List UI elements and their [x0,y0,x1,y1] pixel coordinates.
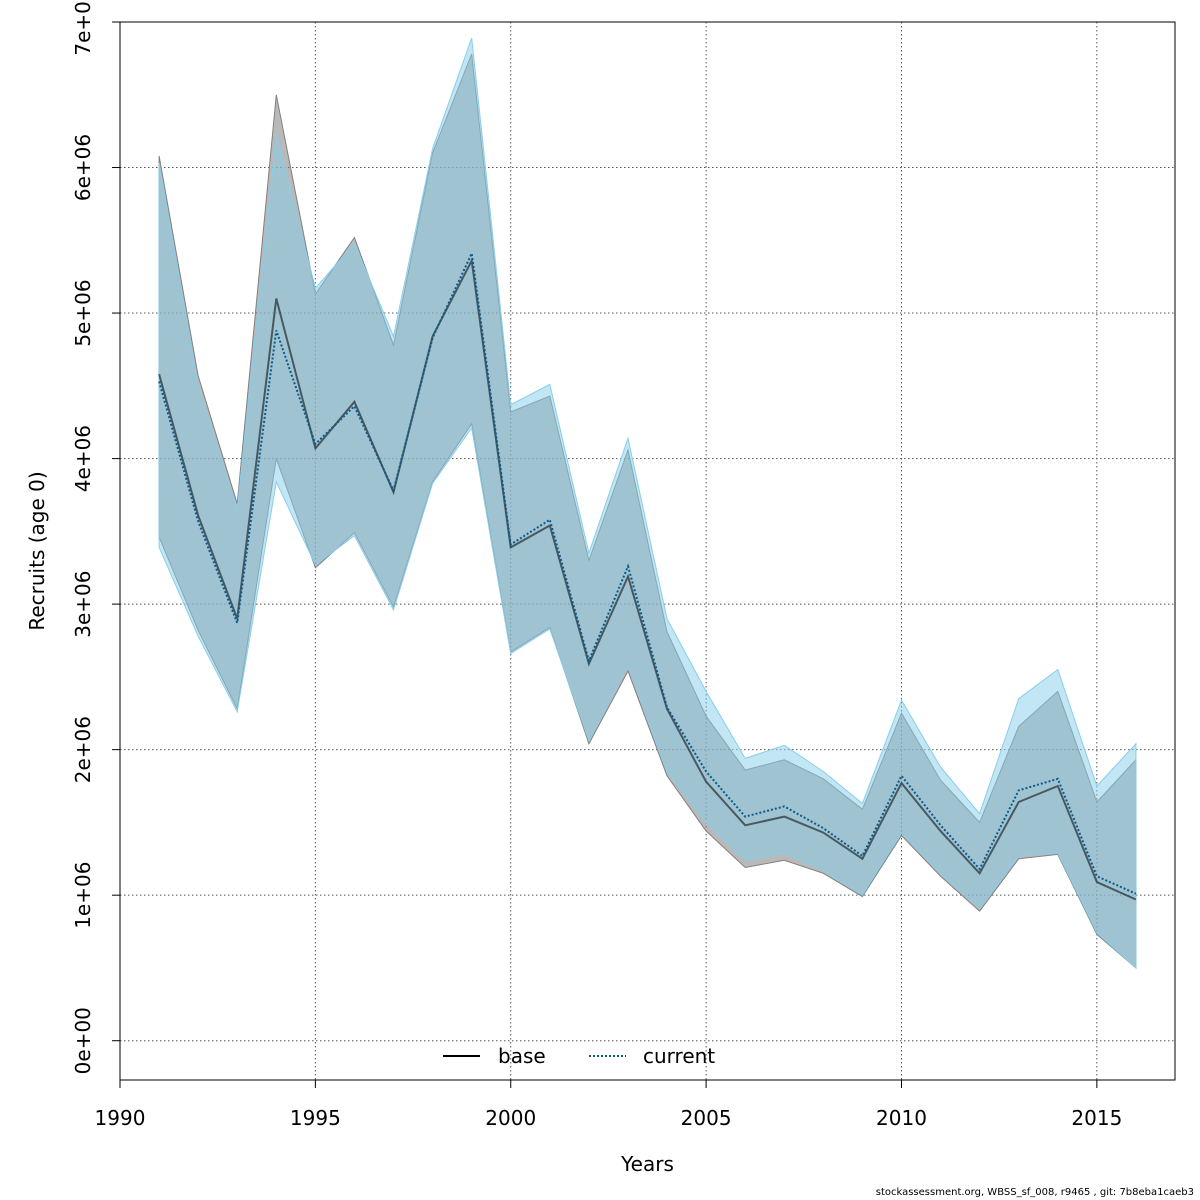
x-tick-label: 2000 [485,1106,536,1130]
footer-caption: stockassessment.org, WBSS_sf_008, r9465 … [875,1187,1194,1198]
x-tick-label: 1990 [95,1106,146,1130]
line-base [158,257,1137,901]
series-lines [158,249,1137,901]
x-axis-title: Years [620,1152,674,1176]
y-tick-label: 4e+06 [71,425,95,492]
confidence-bands [158,37,1137,970]
x-tick-label: 2010 [876,1106,927,1130]
y-tick-label: 7e+06 [71,0,95,56]
y-tick-label: 2e+06 [71,716,95,783]
x-tick-label: 2015 [1071,1106,1122,1130]
legend-label-base: base [498,1044,546,1068]
y-tick-label: 3e+06 [71,570,95,637]
y-tick-label: 1e+06 [71,862,95,929]
y-tick-label: 6e+06 [71,134,95,201]
x-tick-label: 2005 [681,1106,732,1130]
x-tick-label: 1995 [290,1106,341,1130]
line-current [158,249,1137,895]
legend-label-current: current [643,1044,715,1068]
legend: base current [443,1044,715,1068]
axes: 1990 1995 2000 2005 2010 2015 0e+00 1e+06 2e+06 3… [71,0,1122,1130]
y-axis-title: Recruits (age 0) [25,471,49,630]
band-current [158,37,1137,970]
y-tick-label: 0e+00 [71,1007,95,1074]
y-tick-label: 5e+06 [71,279,95,346]
